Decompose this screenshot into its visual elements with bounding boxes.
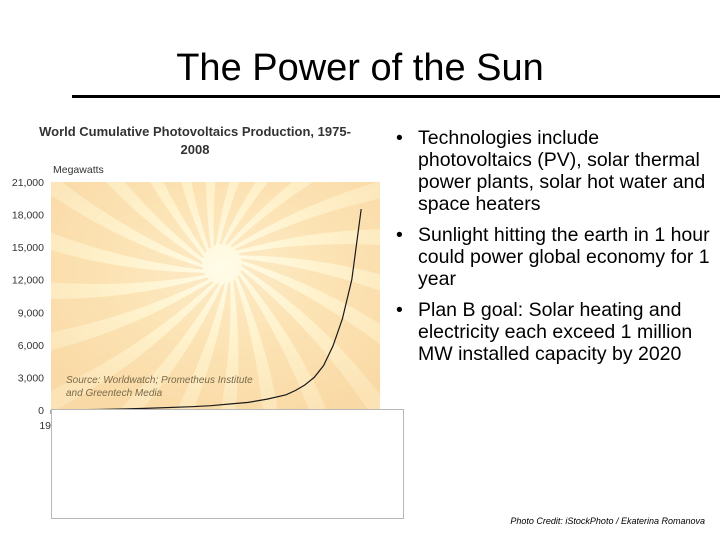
bullet-text: Plan B goal: Solar heating and electrici… (418, 299, 693, 365)
sun-ray (124, 182, 204, 259)
y-tick-label: 15,000 (12, 242, 44, 254)
title-divider (72, 95, 720, 98)
sun-ray (141, 283, 225, 410)
series-line (50, 209, 362, 411)
y-tick-label: 18,000 (12, 210, 44, 222)
chart-source-line-2: and Greentech Media (66, 388, 163, 399)
y-tick-label: 3,000 (18, 372, 44, 384)
bullet-dot-icon: • (396, 299, 403, 321)
bullet-dot-icon: • (396, 127, 403, 149)
chart-title: World Cumulative Photovoltaics Productio… (39, 124, 351, 157)
sun-ray (238, 244, 380, 275)
bullet-text: Sunlight hitting the earth in 1 hour cou… (418, 224, 710, 290)
y-tick-label: 0 (38, 405, 44, 417)
bullet-item: • Plan B goal: Solar heating and electric… (392, 299, 710, 365)
sun-ray (213, 182, 230, 246)
pv-production-chart: 0 3,000 6,000 9,000 12,000 15,000 18,000 21,000… (12, 164, 392, 432)
sun-ray (51, 281, 214, 391)
bullet-text: Technologies include photovoltaics (PV),… (418, 127, 706, 215)
bullet-item: • Technologies include photovoltaics (PV)… (392, 127, 710, 215)
sun-ray (219, 182, 256, 245)
sun-rays (51, 182, 380, 410)
sun-ray (51, 195, 203, 270)
y-tick-label: 21,000 (12, 177, 44, 189)
y-tick-label: 6,000 (18, 340, 44, 352)
y-tick-label: 9,000 (18, 307, 44, 319)
plot-background (51, 182, 380, 410)
chart-source-line-1: Source: Worldwatch; Prometheus Institute (66, 375, 253, 386)
slide-title: The Power of the Sun (176, 47, 544, 89)
sun-ray (240, 269, 369, 410)
sun-ray (233, 279, 263, 410)
photo-credit: Photo Credit: iStockPhoto / Ekaterina Ro… (510, 516, 705, 526)
sun-ray (235, 198, 380, 251)
y-axis-label: Megawatts (53, 164, 104, 176)
sun-ray (241, 264, 380, 395)
sun-ray (163, 182, 207, 254)
sun-ray (193, 282, 231, 410)
sun-ray (51, 277, 209, 333)
sun-ray (51, 250, 206, 284)
bullet-dot-icon: • (396, 224, 403, 246)
sun-ray (55, 283, 220, 410)
sun-ray (241, 258, 380, 325)
image-placeholder-box (51, 409, 404, 519)
sun-ray (191, 182, 211, 249)
sun-ray (61, 182, 203, 265)
bullet-item: • Sunlight hitting the earth in 1 hour co… (392, 224, 710, 290)
sun-ray (237, 274, 309, 410)
y-axis-ticks: 0 3,000 6,000 9,000 12,000 15,000 18,000 21,000 (12, 177, 44, 417)
sun-ray (230, 182, 379, 248)
y-tick-label: 12,000 (12, 275, 44, 287)
bullet-list: • Technologies include photovoltaics (PV)… (392, 127, 710, 374)
sun-ray (224, 182, 293, 245)
